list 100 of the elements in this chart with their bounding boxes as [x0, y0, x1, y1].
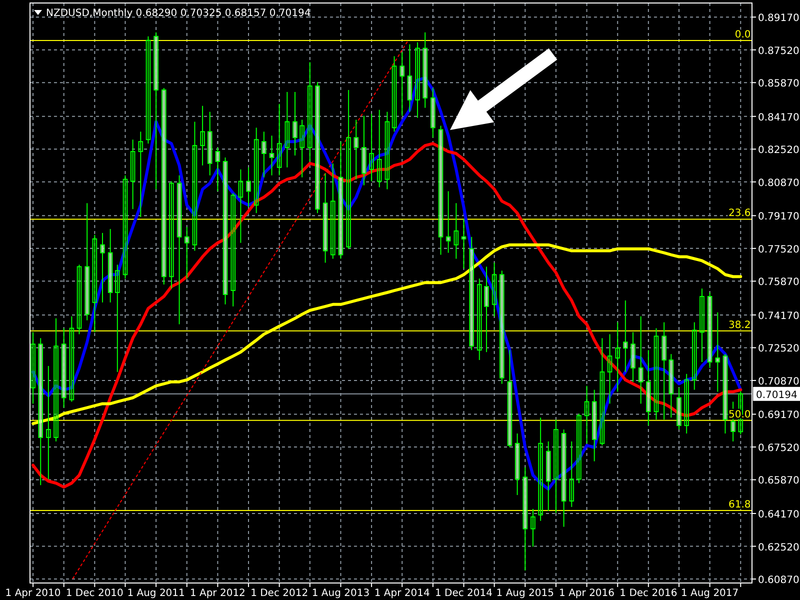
- candlestick: [584, 385, 590, 444]
- candlestick: [200, 105, 205, 166]
- candlestick: [169, 180, 174, 290]
- candlestick: [76, 264, 82, 335]
- candlestick: [446, 190, 451, 254]
- candlestick: [92, 234, 98, 333]
- candlestick: [300, 119, 304, 178]
- candlestick: [138, 131, 144, 218]
- y-tick-label: 0.67520: [758, 442, 800, 454]
- candlestick: [276, 103, 282, 176]
- x-tick-label: 1 Aug 2015: [496, 588, 554, 599]
- candlestick: [315, 82, 320, 214]
- x-tick-label: 1 Apr 2014: [374, 588, 430, 599]
- x-tick-label: 1 Dec 2010: [66, 588, 124, 599]
- x-tick-label: 1 Aug 2011: [127, 588, 185, 599]
- candlestick: [415, 42, 420, 118]
- y-tick-label: 0.84170: [758, 112, 800, 124]
- y-tick-label: 0.62520: [758, 542, 800, 554]
- candlestick: [176, 174, 182, 325]
- candlestick: [154, 32, 158, 190]
- candlestick: [54, 318, 58, 442]
- candlestick: [461, 218, 466, 270]
- candlestick: [576, 413, 582, 484]
- y-tick-label: 0.69170: [758, 410, 800, 422]
- candlestick: [662, 322, 666, 420]
- candlestick: [392, 56, 397, 132]
- candlestick: [654, 328, 659, 420]
- x-tick-label: 1 Apr 2012: [190, 588, 246, 599]
- candlestick: [322, 172, 328, 264]
- candlestick: [638, 316, 644, 404]
- candlestick: [700, 288, 704, 362]
- x-tick-label: 1 Apr 2010: [5, 588, 61, 599]
- candlestick: [262, 131, 266, 178]
- candlestick: [454, 202, 459, 260]
- text: NZDUSD,Monthly 0.68290 0.70325 0.68157 0.70194: [46, 8, 311, 19]
- candlestick: [500, 270, 504, 384]
- candlestick: [100, 232, 105, 303]
- candlestick: [69, 316, 74, 402]
- candlestick: [430, 87, 436, 138]
- candlestick: [30, 332, 36, 404]
- candlestick: [38, 338, 44, 486]
- candlestick: [668, 354, 674, 418]
- y-tick-label: 0.60870: [758, 575, 800, 586]
- candlestick: [207, 111, 212, 176]
- candlestick: [108, 228, 113, 303]
- candlestick: [546, 440, 551, 512]
- candlestick: [592, 389, 597, 462]
- candlestick: [254, 127, 259, 214]
- candlestick: [561, 429, 566, 528]
- candlestick: [676, 387, 682, 430]
- candlestick: [715, 312, 720, 392]
- y-tick-label: 0.74170: [758, 310, 800, 322]
- candlestick: [630, 332, 636, 382]
- candlestick: [369, 113, 374, 182]
- candlestick: [438, 125, 444, 256]
- y-tick-label: 0.72520: [758, 344, 800, 355]
- y-tick-label: 0.70870: [758, 376, 800, 388]
- y-tick-label: 0.85870: [758, 78, 800, 90]
- candlestick: [600, 338, 605, 446]
- candlestick: [354, 119, 359, 180]
- candlestick: [292, 91, 298, 156]
- candlestick: [684, 373, 689, 434]
- candlestick: [484, 266, 489, 353]
- candlestick: [422, 32, 428, 108]
- annotation: 38.2: [728, 320, 751, 331]
- y-tick-label: 0.82520: [758, 145, 800, 156]
- candlestick: [222, 156, 228, 305]
- y-tick-label: 0.89170: [758, 13, 800, 24]
- candlestick: [400, 52, 405, 116]
- candlestick: [184, 226, 190, 280]
- candlestick: [538, 417, 543, 522]
- x-tick-label: 1 Aug 2017: [680, 588, 739, 599]
- candlestick: [161, 87, 166, 286]
- y-tick-label: 0.87520: [758, 46, 800, 57]
- candlestick: [130, 139, 136, 210]
- x-tick-label: 1 Dec 2016: [620, 588, 678, 599]
- candlestick: [215, 147, 220, 192]
- candlestick: [362, 115, 366, 186]
- candlestick: [84, 202, 90, 321]
- candlestick: [308, 62, 312, 162]
- candlestick: [492, 262, 497, 317]
- candlestick: [623, 300, 628, 372]
- candlestick: [522, 466, 528, 571]
- candlestick: [469, 236, 474, 351]
- candlestick: [384, 111, 390, 190]
- candlestick: [338, 141, 344, 260]
- candlestick: [530, 508, 536, 548]
- candlestick: [246, 166, 251, 208]
- candlestick: [707, 292, 712, 368]
- candlestick: [477, 278, 482, 361]
- x-tick-label: 1 Apr 2016: [559, 588, 615, 599]
- x-tick-label: 1 Dec 2014: [434, 588, 493, 599]
- y-tick-label: 0.77520: [758, 244, 800, 256]
- y-tick-label: 0.64170: [758, 510, 800, 521]
- candlestick: [238, 168, 244, 244]
- y-tick-label: 0.80870: [758, 178, 800, 189]
- y-tick-label: 0.65870: [758, 476, 800, 487]
- candlestick: [646, 350, 651, 426]
- annotation: 0.0: [734, 30, 751, 41]
- x-tick-label: 1 Dec 2012: [250, 588, 308, 599]
